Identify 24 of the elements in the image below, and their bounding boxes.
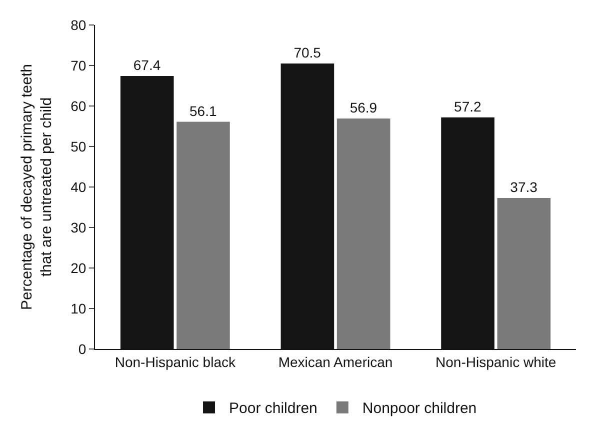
bar	[176, 122, 230, 349]
data-label: 56.9	[350, 100, 378, 116]
data-label: 67.4	[133, 57, 161, 74]
legend-label: Poor children	[229, 400, 318, 418]
data-label: 70.5	[294, 44, 322, 60]
y-tick-label: 70	[70, 57, 86, 74]
x-tick-label: Mexican American	[278, 354, 393, 370]
y-tick-label: 30	[70, 219, 86, 236]
y-tick-label: 0	[78, 340, 86, 357]
y-tick-label: 40	[70, 178, 86, 195]
bar	[497, 198, 551, 349]
y-tick-label: 60	[70, 98, 86, 114]
y-tick-label: 80	[70, 16, 86, 33]
bar	[336, 118, 390, 349]
y-axis-title: Percentage of decayed primary teeth that are untreated per child	[18, 64, 55, 310]
x-tick-label: Non-Hispanic white	[436, 354, 556, 370]
data-label: 56.1	[189, 102, 217, 119]
y-tick-label: 50	[70, 138, 86, 154]
x-tick-label: Non-Hispanic black	[114, 354, 236, 370]
data-label: 57.2	[454, 98, 482, 114]
legend-label: Nonpoor children	[362, 400, 477, 418]
y-tick-label: 10	[70, 300, 86, 316]
data-label: 37.3	[510, 178, 538, 195]
y-tick-label: 20	[70, 260, 86, 276]
